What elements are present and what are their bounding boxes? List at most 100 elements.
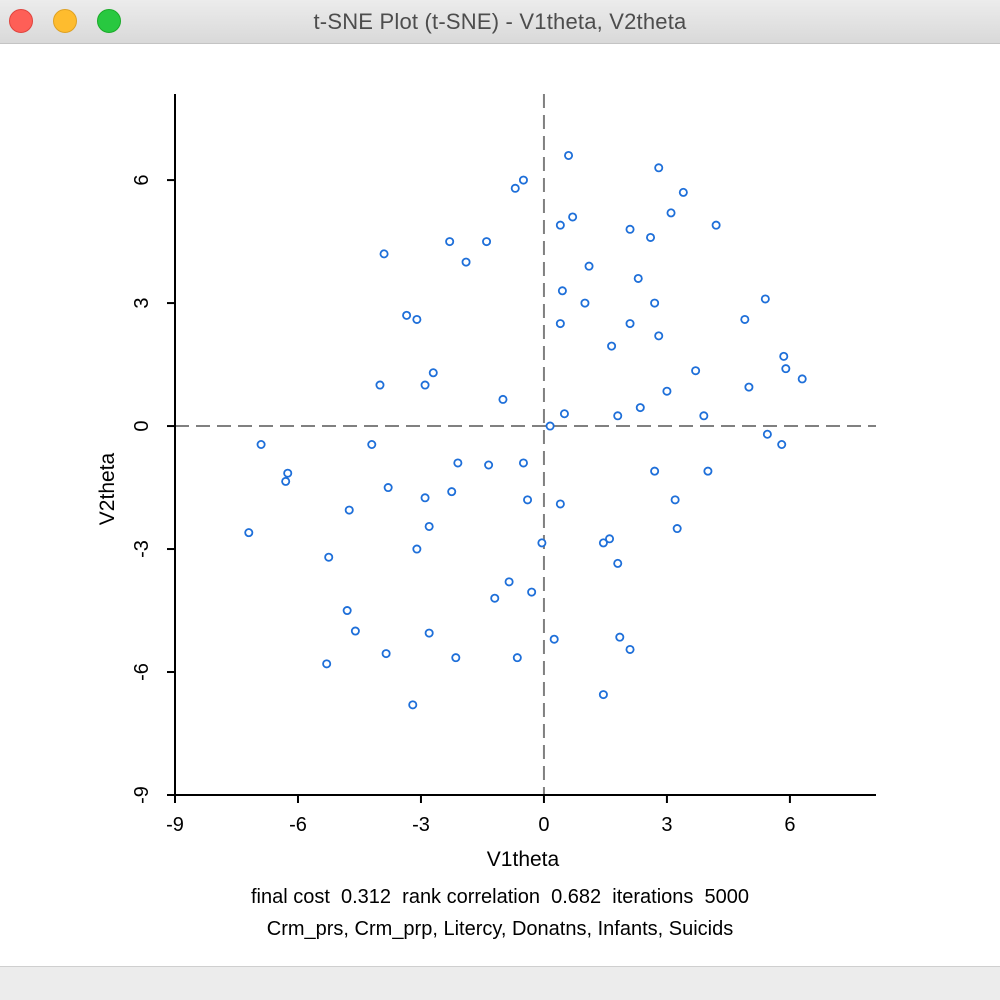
data-point (678, 187, 688, 197)
data-point (420, 493, 430, 503)
data-point (598, 538, 608, 548)
data-point (324, 552, 334, 562)
variables-line: Crm_prs, Crm_prp, Litercy, Donatns, Infa… (267, 918, 733, 940)
data-point (428, 368, 438, 378)
data-point (447, 487, 457, 497)
data-point (557, 286, 567, 296)
y-tick-label: 6 (131, 175, 153, 186)
data-point (568, 212, 578, 222)
data-point (484, 460, 494, 470)
data-point (527, 587, 537, 597)
data-point (711, 220, 721, 230)
x-axis-title: V1theta (487, 848, 560, 871)
data-point (281, 476, 291, 486)
data-point (672, 524, 682, 534)
data-point (781, 364, 791, 374)
stats-line: final cost 0.312 rank correlation 0.682 … (251, 886, 749, 908)
x-tick-label: -9 (166, 814, 184, 836)
data-point (342, 606, 352, 616)
data-point (625, 319, 635, 329)
data-point (402, 310, 412, 320)
data-point (545, 421, 555, 431)
data-point (412, 314, 422, 324)
data-point (691, 366, 701, 376)
data-point (424, 521, 434, 531)
data-point (584, 261, 594, 271)
data-point (381, 649, 391, 659)
data-point (523, 495, 533, 505)
data-point (482, 237, 492, 247)
data-point (625, 224, 635, 234)
axes: -9 -6 -3 0 3 6 -9 -6 -3 0 3 6 (131, 94, 876, 836)
reference-lines (175, 94, 876, 795)
y-axis-title: V2theta (96, 452, 119, 525)
data-point (744, 382, 754, 392)
data-point (518, 175, 528, 185)
data-point (580, 298, 590, 308)
data-point (549, 634, 559, 644)
data-point (367, 439, 377, 449)
data-point (498, 394, 508, 404)
data-point (797, 374, 807, 384)
window-footer (0, 966, 1000, 1000)
zoom-button[interactable] (97, 9, 121, 33)
data-point (613, 411, 623, 421)
y-tick-label: 0 (131, 420, 153, 431)
data-point (256, 439, 266, 449)
x-tick-label: -3 (412, 814, 430, 836)
data-point (559, 409, 569, 419)
data-point (613, 558, 623, 568)
data-point (350, 626, 360, 636)
data-point (635, 403, 645, 413)
y-tick-label: 3 (131, 298, 153, 309)
data-point (512, 653, 522, 663)
data-point (779, 351, 789, 361)
data-point (760, 294, 770, 304)
data-point (650, 298, 660, 308)
data-point (762, 429, 772, 439)
data-point (625, 644, 635, 654)
data-point (607, 341, 617, 351)
window-title: t-SNE Plot (t-SNE) - V1theta, V2theta (313, 9, 687, 34)
data-point (650, 466, 660, 476)
data-point (670, 495, 680, 505)
data-point (564, 150, 574, 160)
y-tick-label: -3 (131, 540, 153, 558)
data-point (615, 632, 625, 642)
data-point (510, 183, 520, 193)
data-point (424, 628, 434, 638)
data-point (555, 319, 565, 329)
title-bar[interactable]: t-SNE Plot (t-SNE) - V1theta, V2theta (0, 0, 1000, 44)
data-point (654, 331, 664, 341)
minimize-button[interactable] (53, 9, 77, 33)
y-tick-label: -6 (131, 663, 153, 681)
data-point (518, 458, 528, 468)
scatter-plot[interactable]: -9 -6 -3 0 3 6 -9 -6 -3 0 3 6 V1theta V2theta final… (0, 44, 1000, 964)
data-point (408, 700, 418, 710)
data-point (633, 273, 643, 283)
data-point (412, 544, 422, 554)
data-point (445, 237, 455, 247)
y-tick-label: -9 (131, 786, 153, 804)
data-point (555, 220, 565, 230)
data-point (244, 528, 254, 538)
close-button[interactable] (9, 9, 33, 33)
data-point (490, 593, 500, 603)
data-point (504, 577, 514, 587)
data-point (703, 466, 713, 476)
data-point (375, 380, 385, 390)
data-point (344, 505, 354, 515)
x-tick-label: -6 (289, 814, 307, 836)
x-tick-label: 3 (661, 814, 672, 836)
data-point (383, 483, 393, 493)
data-point (379, 249, 389, 259)
data-point (537, 538, 547, 548)
data-point (699, 411, 709, 421)
data-point (777, 439, 787, 449)
data-point (283, 468, 293, 478)
data-point (646, 232, 656, 242)
x-tick-label: 0 (538, 814, 549, 836)
data-point (451, 653, 461, 663)
data-point (666, 208, 676, 218)
